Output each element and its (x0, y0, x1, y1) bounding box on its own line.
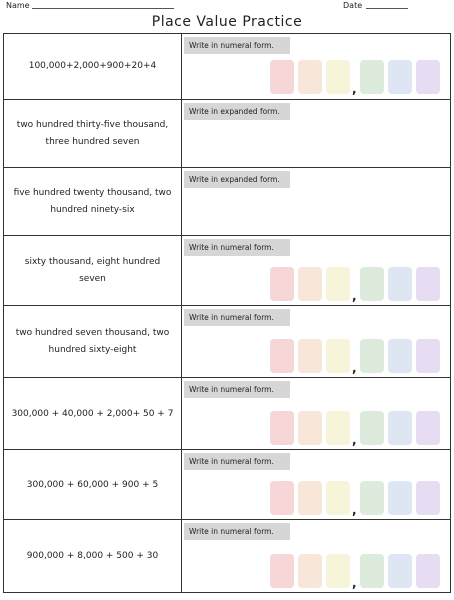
digit-box (298, 267, 322, 301)
name-label: Name (6, 1, 30, 10)
instruction-label: Write in expanded form. (184, 171, 290, 188)
digit-box (360, 481, 384, 515)
digit-box (270, 411, 294, 445)
digit-box (360, 60, 384, 94)
digit-box (416, 339, 440, 373)
digit-box (360, 411, 384, 445)
digit-comma: , (352, 503, 357, 517)
problem-row: sixty thousand, eight hundred seven Write… (4, 235, 450, 306)
instruction-label: Write in expanded form. (184, 103, 290, 120)
digit-comma: , (352, 361, 357, 375)
name-line (32, 8, 174, 9)
digit-comma: , (352, 82, 357, 96)
digit-box (326, 60, 350, 94)
digit-box (326, 267, 350, 301)
digit-box (270, 339, 294, 373)
digit-comma: , (352, 289, 357, 303)
problem-row: five hundred twenty thousand, two hundre… (4, 167, 450, 236)
instruction-label: Write in numeral form. (184, 381, 290, 398)
digit-box (270, 554, 294, 588)
digit-box (360, 267, 384, 301)
digit-box (298, 554, 322, 588)
digit-box (416, 481, 440, 515)
problem-text: 300,000 + 60,000 + 900 + 5 (4, 450, 182, 520)
digit-box (360, 339, 384, 373)
problem-text: two hundred seven thousand, two hundred … (4, 306, 182, 378)
problem-row: 300,000 + 60,000 + 900 + 5 Write in numer… (4, 449, 450, 520)
problem-text: 300,000 + 40,000 + 2,000+ 50 + 7 (4, 378, 182, 450)
problem-row: 300,000 + 40,000 + 2,000+ 50 + 7 Write in… (4, 377, 450, 450)
date-label: Date (343, 1, 363, 10)
problem-row: two hundred thirty-five thousand, three … (4, 99, 450, 168)
problem-text: sixty thousand, eight hundred seven (4, 236, 182, 306)
digit-box (326, 411, 350, 445)
digit-box (388, 554, 412, 588)
digit-box (270, 267, 294, 301)
digit-box (270, 481, 294, 515)
digit-comma: , (352, 433, 357, 447)
digit-box (388, 60, 412, 94)
digit-box (298, 481, 322, 515)
digit-box (326, 339, 350, 373)
problem-row: two hundred seven thousand, two hundred … (4, 305, 450, 378)
digit-box (388, 267, 412, 301)
problem-row: 100,000+2,000+900+20+4 Write in numeral f… (4, 34, 450, 99)
problem-row: 900,000 + 8,000 + 500 + 30 Write in numer… (4, 519, 450, 593)
digit-box (416, 411, 440, 445)
digit-box (416, 60, 440, 94)
problem-text: two hundred thirty-five thousand, three … (4, 100, 182, 168)
date-line (366, 8, 408, 9)
instruction-label: Write in numeral form. (184, 309, 290, 326)
instruction-label: Write in numeral form. (184, 453, 290, 470)
digit-box (360, 554, 384, 588)
digit-box (388, 339, 412, 373)
digit-box (416, 554, 440, 588)
practice-table: 100,000+2,000+900+20+4 Write in numeral f… (3, 33, 451, 593)
digit-box (298, 411, 322, 445)
instruction-label: Write in numeral form. (184, 523, 290, 540)
problem-text: 900,000 + 8,000 + 500 + 30 (4, 520, 182, 593)
digit-box (326, 481, 350, 515)
digit-box (270, 60, 294, 94)
instruction-label: Write in numeral form. (184, 239, 290, 256)
digit-box (326, 554, 350, 588)
digit-comma: , (352, 576, 357, 590)
instruction-label: Write in numeral form. (184, 37, 290, 54)
digit-box (298, 339, 322, 373)
problem-text: 100,000+2,000+900+20+4 (4, 34, 182, 99)
digit-box (388, 481, 412, 515)
title: Place Value Practice (151, 14, 303, 30)
digit-box (298, 60, 322, 94)
problem-text: five hundred twenty thousand, two hundre… (4, 168, 182, 236)
digit-box (388, 411, 412, 445)
digit-box (416, 267, 440, 301)
